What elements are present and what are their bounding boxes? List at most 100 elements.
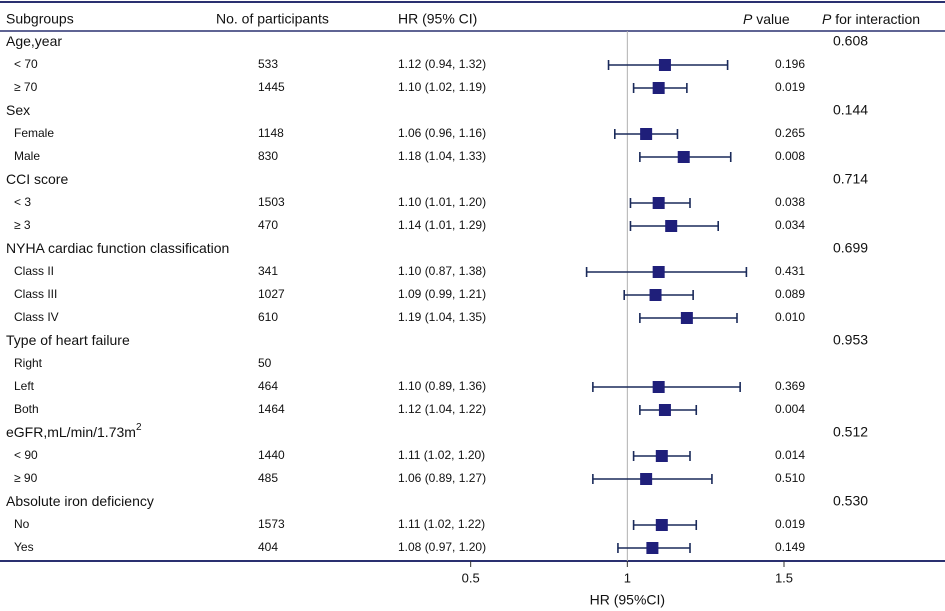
group-p-interaction: 0.512 xyxy=(833,424,868,440)
header-p-interaction-italic: P xyxy=(822,11,832,27)
group-label: CCI score xyxy=(6,171,68,187)
subgroup-label: ≥ 3 xyxy=(14,218,31,232)
group-label-superscript: 2 xyxy=(136,422,142,433)
hr-point xyxy=(640,473,653,485)
hr-point xyxy=(646,542,659,554)
subgroup-p-value: 0.034 xyxy=(775,218,805,232)
hr-point xyxy=(665,220,678,232)
group-label: Age,year xyxy=(6,33,62,49)
header-p-interaction: P for interaction xyxy=(822,11,920,27)
group-p-interaction: 0.608 xyxy=(833,33,868,49)
hr-point xyxy=(640,128,653,140)
group-label-text: Sex xyxy=(6,102,30,118)
hr-point xyxy=(680,312,693,324)
hr-point xyxy=(652,266,665,278)
subgroup-hr-ci: 1.12 (1.04, 1.22) xyxy=(398,402,486,416)
subgroup-participants: 470 xyxy=(258,218,278,232)
group-p-interaction: 0.953 xyxy=(833,332,868,348)
subgroup-participants: 341 xyxy=(258,264,278,278)
subgroup-label: Yes xyxy=(14,540,34,554)
group-label: NYHA cardiac function classification xyxy=(6,240,229,256)
subgroup-p-value: 0.019 xyxy=(775,517,805,531)
header-p-value-text: value xyxy=(752,11,790,27)
subgroup-hr-ci: 1.18 (1.04, 1.33) xyxy=(398,149,486,163)
header-p-value-italic: P xyxy=(743,11,753,27)
subgroup-p-value: 0.265 xyxy=(775,126,805,140)
x-tick-label: 1.5 xyxy=(775,570,793,585)
group-p-interaction: 0.714 xyxy=(833,171,868,187)
subgroup-participants: 464 xyxy=(258,379,278,393)
subgroup-participants: 830 xyxy=(258,149,278,163)
subgroup-p-value: 0.510 xyxy=(775,471,805,485)
subgroup-label: Class II xyxy=(14,264,54,278)
subgroup-participants: 1148 xyxy=(258,126,284,140)
subgroup-hr-ci: 1.10 (0.87, 1.38) xyxy=(398,264,486,278)
subgroup-p-value: 0.431 xyxy=(775,264,805,278)
header-hr: HR (95% CI) xyxy=(398,11,477,27)
subgroup-label: ≥ 70 xyxy=(14,80,38,94)
subgroup-participants: 404 xyxy=(258,540,278,554)
hr-point xyxy=(655,519,668,531)
group-label: eGFR,mL/min/1.73m2 xyxy=(6,422,142,440)
subgroup-hr-ci: 1.11 (1.02, 1.22) xyxy=(398,517,485,531)
subgroup-label: Female xyxy=(14,126,54,140)
subgroup-participants: 533 xyxy=(258,57,278,71)
subgroup-p-value: 0.010 xyxy=(775,310,805,324)
subgroup-p-value: 0.004 xyxy=(775,402,805,416)
subgroup-p-value: 0.014 xyxy=(775,448,805,462)
subgroup-label: < 70 xyxy=(14,57,38,71)
group-p-interaction: 0.144 xyxy=(833,102,868,118)
hr-point xyxy=(649,289,662,301)
subgroup-label: Male xyxy=(14,149,40,163)
x-tick-label: 1 xyxy=(624,570,631,585)
group-label: Type of heart failure xyxy=(6,332,130,348)
group-p-interaction: 0.699 xyxy=(833,240,868,256)
x-axis-label: HR (95%CI) xyxy=(590,592,665,608)
subgroup-participants: 1573 xyxy=(258,517,285,531)
subgroup-p-value: 0.196 xyxy=(775,57,805,71)
subgroup-hr-ci: 1.10 (1.01, 1.20) xyxy=(398,195,486,209)
group-label: Sex xyxy=(6,102,30,118)
group-p-interaction: 0.530 xyxy=(833,493,868,509)
subgroup-label: Class III xyxy=(14,287,57,301)
subgroup-label: Both xyxy=(14,402,39,416)
subgroup-hr-ci: 1.11 (1.02, 1.20) xyxy=(398,448,485,462)
subgroup-hr-ci: 1.06 (0.96, 1.16) xyxy=(398,126,486,140)
subgroup-participants: 610 xyxy=(258,310,278,324)
subgroup-label: < 3 xyxy=(14,195,31,209)
subgroup-participants: 1503 xyxy=(258,195,285,209)
subgroup-hr-ci: 1.10 (0.89, 1.36) xyxy=(398,379,486,393)
x-tick-label: 0.5 xyxy=(462,570,480,585)
subgroup-hr-ci: 1.12 (0.94, 1.32) xyxy=(398,57,486,71)
header-participants: No. of participants xyxy=(216,11,329,27)
hr-point xyxy=(652,381,665,393)
subgroup-label: ≥ 90 xyxy=(14,471,38,485)
header-p-interaction-text: for interaction xyxy=(831,11,920,27)
hr-point xyxy=(652,197,665,209)
subgroup-hr-ci: 1.14 (1.01, 1.29) xyxy=(398,218,486,232)
header-subgroups: Subgroups xyxy=(6,11,74,27)
subgroup-hr-ci: 1.19 (1.04, 1.35) xyxy=(398,310,486,324)
subgroup-participants: 1440 xyxy=(258,448,285,462)
subgroup-hr-ci: 1.06 (0.89, 1.27) xyxy=(398,471,486,485)
subgroup-p-value: 0.149 xyxy=(775,540,805,554)
group-label-text: NYHA cardiac function classification xyxy=(6,240,229,256)
group-label-text: Age,year xyxy=(6,33,62,49)
subgroup-label: Right xyxy=(14,356,43,370)
subgroup-hr-ci: 1.08 (0.97, 1.20) xyxy=(398,540,486,554)
group-label: Absolute iron deficiency xyxy=(6,493,154,509)
group-label-text: eGFR,mL/min/1.73m xyxy=(6,424,136,440)
group-label-text: Type of heart failure xyxy=(6,332,130,348)
hr-point xyxy=(658,404,671,416)
subgroup-label: Class IV xyxy=(14,310,59,324)
subgroup-participants: 1464 xyxy=(258,402,285,416)
subgroup-p-value: 0.008 xyxy=(775,149,805,163)
subgroup-label: Left xyxy=(14,379,35,393)
subgroup-p-value: 0.369 xyxy=(775,379,805,393)
header-p-value: P value xyxy=(743,11,790,27)
hr-point xyxy=(652,82,665,94)
subgroup-hr-ci: 1.09 (0.99, 1.21) xyxy=(398,287,486,301)
subgroup-participants: 485 xyxy=(258,471,278,485)
subgroup-participants: 1027 xyxy=(258,287,285,301)
